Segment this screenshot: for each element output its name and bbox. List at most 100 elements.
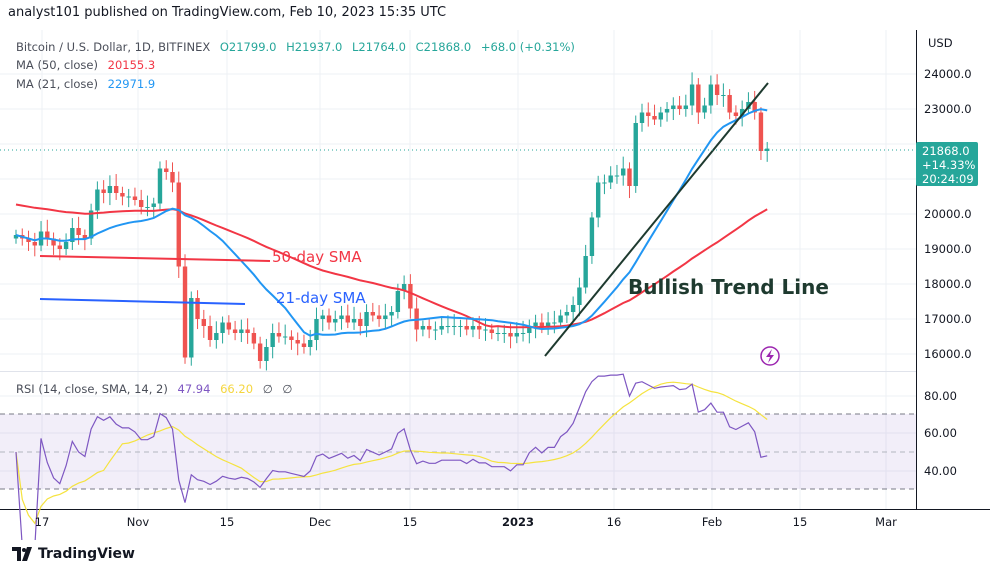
price-tick: 18000.0 bbox=[924, 277, 972, 291]
candle-body bbox=[595, 182, 601, 218]
candle-body bbox=[345, 315, 350, 323]
candle-body bbox=[57, 245, 63, 249]
candle-body bbox=[383, 315, 388, 319]
last-price-badge: 21868.0 +14.33% 20:24:09 bbox=[916, 142, 978, 186]
price-tick: 20000.0 bbox=[924, 207, 972, 221]
candle-body bbox=[758, 112, 764, 151]
lightning-icon[interactable] bbox=[760, 346, 780, 366]
candle-body bbox=[333, 319, 338, 323]
candle-body bbox=[714, 84, 720, 95]
candle-body bbox=[389, 312, 394, 316]
candle-body bbox=[689, 84, 695, 106]
candle-body bbox=[401, 284, 407, 291]
candle-body bbox=[132, 196, 138, 200]
date-tick: Feb bbox=[702, 515, 722, 529]
candle-body bbox=[214, 333, 219, 340]
candle-body bbox=[151, 203, 156, 207]
price-tick: 19000.0 bbox=[924, 242, 972, 256]
candle-body bbox=[295, 340, 300, 344]
candle-body bbox=[95, 189, 100, 211]
candle-body bbox=[70, 228, 75, 242]
candle-body bbox=[82, 235, 88, 239]
price-tick: 24000.0 bbox=[924, 67, 972, 81]
rsi-legend[interactable]: RSI (14, close, SMA, 14, 2) 47.94 66.20 … bbox=[16, 382, 298, 396]
change-value: +68.0 (+0.31%) bbox=[480, 40, 575, 54]
candle-body bbox=[489, 329, 494, 333]
date-axis[interactable]: 17 Nov 15 Dec 15 2023 16 Feb 15 Mar bbox=[35, 515, 897, 529]
high-value: H21937.0 bbox=[286, 40, 343, 54]
symbol-title: Bitcoin / U.S. Dollar, 1D, BITFINEX bbox=[16, 40, 211, 54]
candle-body bbox=[696, 84, 701, 113]
candle-body bbox=[426, 326, 432, 330]
sma50-annotation-line bbox=[39, 255, 271, 262]
candle-body bbox=[477, 326, 482, 330]
price-axis[interactable]: USD 24000.0 23000.0 20000.0 19000.0 1800… bbox=[924, 36, 972, 478]
candle-body bbox=[702, 105, 707, 113]
candle-body bbox=[527, 326, 532, 333]
candle-body bbox=[658, 112, 663, 120]
bar-countdown: 20:24:09 bbox=[922, 172, 974, 186]
price-tick: 17000.0 bbox=[924, 312, 972, 326]
candle-body bbox=[664, 109, 670, 113]
candle-body bbox=[552, 322, 557, 324]
low-value: L21764.0 bbox=[352, 40, 406, 54]
candle-body bbox=[176, 182, 181, 267]
candle-body bbox=[545, 322, 551, 326]
candle-body bbox=[671, 105, 676, 109]
candle-body bbox=[677, 105, 682, 109]
sma21-label: 21-day SMA bbox=[276, 289, 366, 307]
candle-body bbox=[13, 235, 19, 239]
candle-body bbox=[101, 189, 106, 193]
candle-body bbox=[358, 319, 363, 326]
publish-info: analyst101 published on TradingView.com,… bbox=[8, 5, 447, 20]
candle-body bbox=[251, 333, 257, 344]
date-tick: Mar bbox=[875, 515, 897, 529]
tradingview-logo[interactable]: TradingView bbox=[12, 546, 135, 562]
rsi-extra-value: ∅ bbox=[262, 382, 273, 396]
candle-body bbox=[139, 200, 144, 207]
open-value: O21799.0 bbox=[219, 40, 277, 54]
date-tick: 17 bbox=[35, 515, 50, 529]
candle-body bbox=[282, 336, 288, 338]
candle-body bbox=[765, 148, 770, 151]
ma21-legend[interactable]: MA (21, close) 22971.9 bbox=[16, 77, 161, 91]
candle-body bbox=[170, 172, 175, 183]
rsi-sma-line bbox=[15, 381, 768, 525]
candle-body bbox=[189, 298, 194, 358]
candle-body bbox=[577, 287, 582, 305]
last-change: +14.33% bbox=[922, 158, 976, 172]
candle-body bbox=[257, 343, 263, 361]
close-value: C21868.0 bbox=[415, 40, 472, 54]
candle-body bbox=[520, 333, 526, 334]
rsi-tick: 60.00 bbox=[924, 426, 957, 440]
candle-body bbox=[276, 333, 282, 337]
rsi-tick: 40.00 bbox=[924, 464, 957, 478]
candle-body bbox=[63, 242, 69, 249]
candle-body bbox=[120, 193, 125, 197]
candle-body bbox=[88, 210, 94, 239]
date-tick: 15 bbox=[220, 515, 235, 529]
candle-body bbox=[45, 231, 50, 239]
candle-body bbox=[433, 329, 438, 331]
candle-body bbox=[314, 319, 319, 340]
candle-body bbox=[646, 112, 651, 116]
candle-body bbox=[201, 319, 206, 326]
candle-body bbox=[633, 123, 638, 186]
candle-body bbox=[708, 84, 714, 106]
rsi-line bbox=[15, 373, 768, 540]
sma21-annotation-line bbox=[39, 298, 246, 305]
candle-body bbox=[614, 175, 620, 177]
candle-body bbox=[652, 116, 657, 120]
candle-body bbox=[621, 168, 626, 176]
candle-body bbox=[439, 326, 444, 330]
candle-body bbox=[502, 333, 507, 334]
price-chart[interactable]: 50-day SMA 21-day SMA Bullish Trend Line… bbox=[0, 0, 995, 540]
candle-body bbox=[320, 315, 325, 319]
ma21-value: 22971.9 bbox=[107, 77, 156, 91]
candle-body bbox=[395, 291, 401, 312]
ma50-legend[interactable]: MA (50, close) 20155.3 bbox=[16, 58, 161, 72]
ma21-line bbox=[15, 108, 768, 337]
candle-body bbox=[195, 298, 200, 319]
sma50-label: 50-day SMA bbox=[272, 248, 362, 266]
date-tick: 16 bbox=[607, 515, 622, 529]
